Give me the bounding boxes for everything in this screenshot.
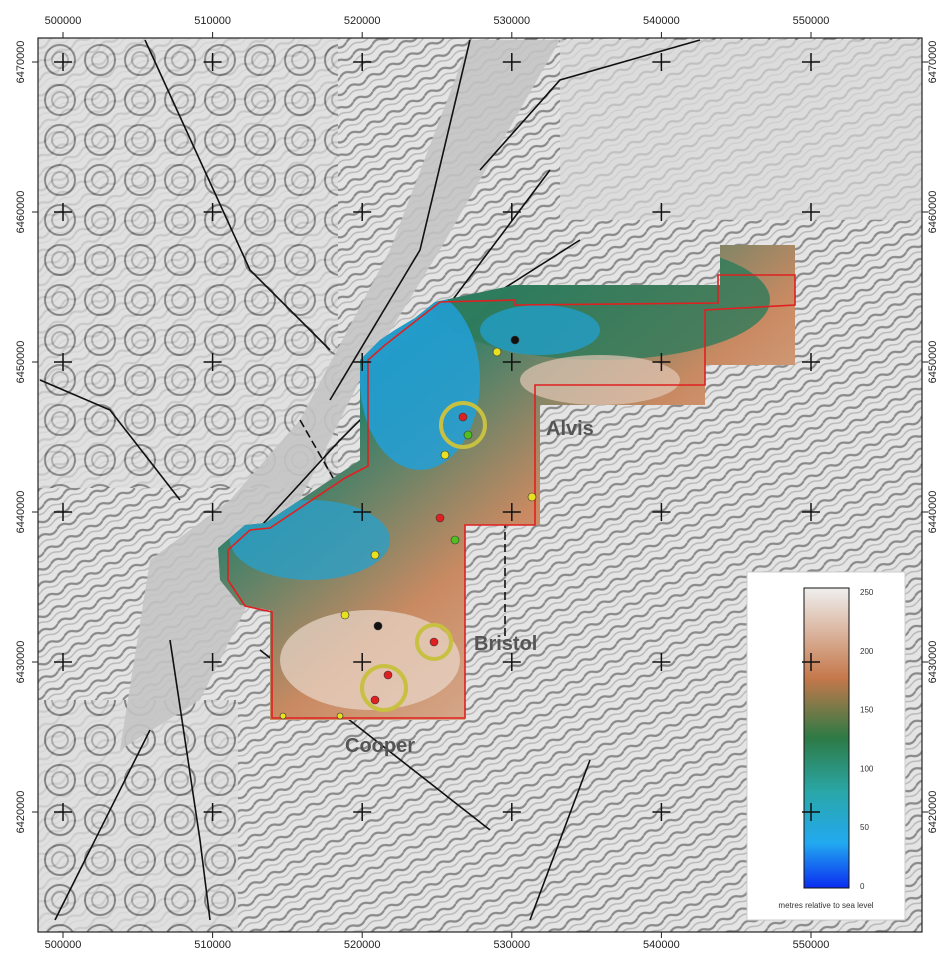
x-coord-label: 550000 xyxy=(793,939,830,951)
x-coord-label: 520000 xyxy=(344,15,381,27)
x-coord-label: 540000 xyxy=(643,939,680,951)
legend-tick-label: 250 xyxy=(860,588,874,597)
y-coord-label: 6470000 xyxy=(15,41,27,84)
legend-tick-label: 100 xyxy=(860,764,874,773)
place-label: Cooper xyxy=(345,735,415,757)
y-coord-label: 6450000 xyxy=(15,341,27,384)
y-coord-label: 6420000 xyxy=(927,791,939,834)
x-coord-label: 540000 xyxy=(643,15,680,27)
x-coord-label: 530000 xyxy=(493,939,530,951)
y-coord-label: 6460000 xyxy=(15,191,27,234)
y-coord-label: 6420000 xyxy=(15,791,27,834)
x-coord-label: 520000 xyxy=(344,939,381,951)
y-coord-label: 6450000 xyxy=(927,341,939,384)
legend-tick-label: 200 xyxy=(860,647,874,656)
x-coord-label: 550000 xyxy=(793,15,830,27)
legend-tick-label: 150 xyxy=(860,706,874,715)
y-coord-label: 6430000 xyxy=(15,641,27,684)
x-coord-label: 510000 xyxy=(194,939,231,951)
legend-colorbar xyxy=(804,588,849,888)
x-coord-label: 510000 xyxy=(194,15,231,27)
x-coord-label: 530000 xyxy=(493,15,530,27)
x-coord-label: 500000 xyxy=(45,939,82,951)
legend-tick-label: 0 xyxy=(860,882,865,891)
legend-tick-label: 50 xyxy=(860,823,869,832)
x-coord-label: 500000 xyxy=(45,15,82,27)
map: Alvis Bristol Cooper metres relative to … xyxy=(0,0,944,958)
y-coord-label: 6470000 xyxy=(927,41,939,84)
y-coord-label: 6440000 xyxy=(927,491,939,534)
y-coord-label: 6430000 xyxy=(927,641,939,684)
place-label: Bristol xyxy=(474,633,537,655)
page: {"map": { "x_ticks": [500000, 510000, 52… xyxy=(0,0,944,958)
y-coord-label: 6440000 xyxy=(15,491,27,534)
place-label: Alvis xyxy=(546,418,594,440)
legend: metres relative to sea level 250 200 150 10… xyxy=(747,572,905,920)
legend-caption: metres relative to sea level xyxy=(778,901,873,910)
y-coord-label: 6460000 xyxy=(927,191,939,234)
